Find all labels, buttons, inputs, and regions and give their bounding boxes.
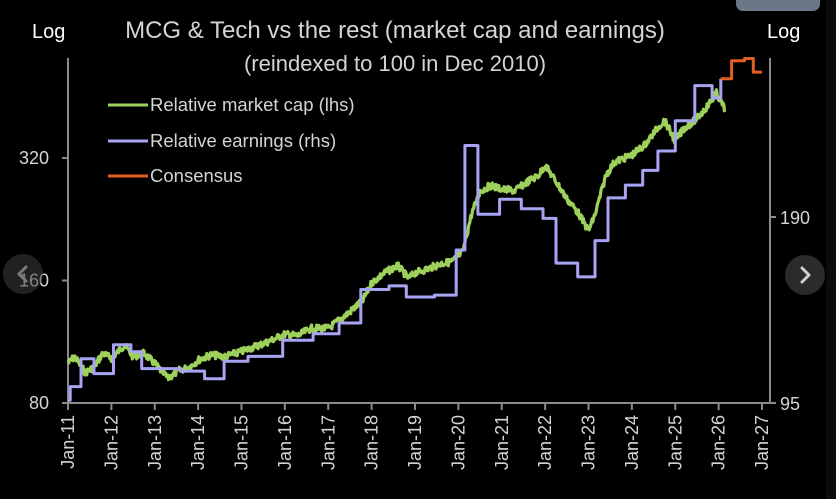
legend-label-market-cap: Relative market cap (lhs) <box>150 94 355 115</box>
x-tick-label: Jan-13 <box>145 415 165 470</box>
series-layer <box>67 57 762 402</box>
legend-item-consensus: Consensus <box>108 165 243 186</box>
previous-button[interactable] <box>3 254 43 294</box>
legend-item-earnings: Relative earnings (rhs) <box>108 130 336 151</box>
toolbar-tab[interactable] <box>736 0 820 11</box>
x-tick-label: Jan-15 <box>232 415 252 470</box>
right-tick-label: 190 <box>780 208 810 228</box>
axes: 8016032095190Jan-11Jan-12Jan-13Jan-14Jan… <box>19 58 810 470</box>
x-tick-label: Jan-18 <box>362 415 382 470</box>
x-tick-label: Jan-25 <box>665 415 685 470</box>
x-tick-label: Jan-16 <box>275 415 295 470</box>
legend-label-earnings: Relative earnings (rhs) <box>150 130 336 151</box>
legend-item-market-cap: Relative market cap (lhs) <box>108 94 355 115</box>
x-tick-label: Jan-24 <box>622 415 642 470</box>
x-tick-label: Jan-21 <box>492 415 512 470</box>
x-tick-label: Jan-19 <box>405 415 425 470</box>
right-axis-title: Log <box>767 21 800 43</box>
x-tick-label: Jan-20 <box>448 415 468 470</box>
x-tick-label: Jan-17 <box>318 415 338 470</box>
x-tick-label: Jan-22 <box>535 415 555 470</box>
chevron-right-icon <box>800 266 811 284</box>
left-tick-label: 80 <box>29 393 49 413</box>
right-tick-label: 95 <box>780 394 800 414</box>
next-button[interactable] <box>785 255 825 295</box>
x-tick-label: Jan-27 <box>752 415 772 470</box>
series-line-relative-earnings <box>68 78 723 402</box>
chevron-left-icon <box>17 265 28 283</box>
x-tick-label: Jan-11 <box>58 415 78 469</box>
left-tick-label: 320 <box>19 148 49 168</box>
x-tick-label: Jan-23 <box>579 415 599 470</box>
x-tick-label: Jan-26 <box>709 415 729 470</box>
chart-subtitle: (reindexed to 100 in Dec 2010) <box>244 51 546 76</box>
legend-label-consensus: Consensus <box>150 165 243 186</box>
side-scroll-strip <box>826 0 836 499</box>
series-line-consensus <box>720 57 762 81</box>
chart-title: MCG & Tech vs the rest (market cap and e… <box>125 17 665 44</box>
left-axis-title: Log <box>32 21 65 43</box>
x-tick-label: Jan-14 <box>188 415 208 470</box>
legend: Relative market cap (lhs) Relative earni… <box>108 94 355 186</box>
x-tick-label: Jan-12 <box>101 415 121 470</box>
